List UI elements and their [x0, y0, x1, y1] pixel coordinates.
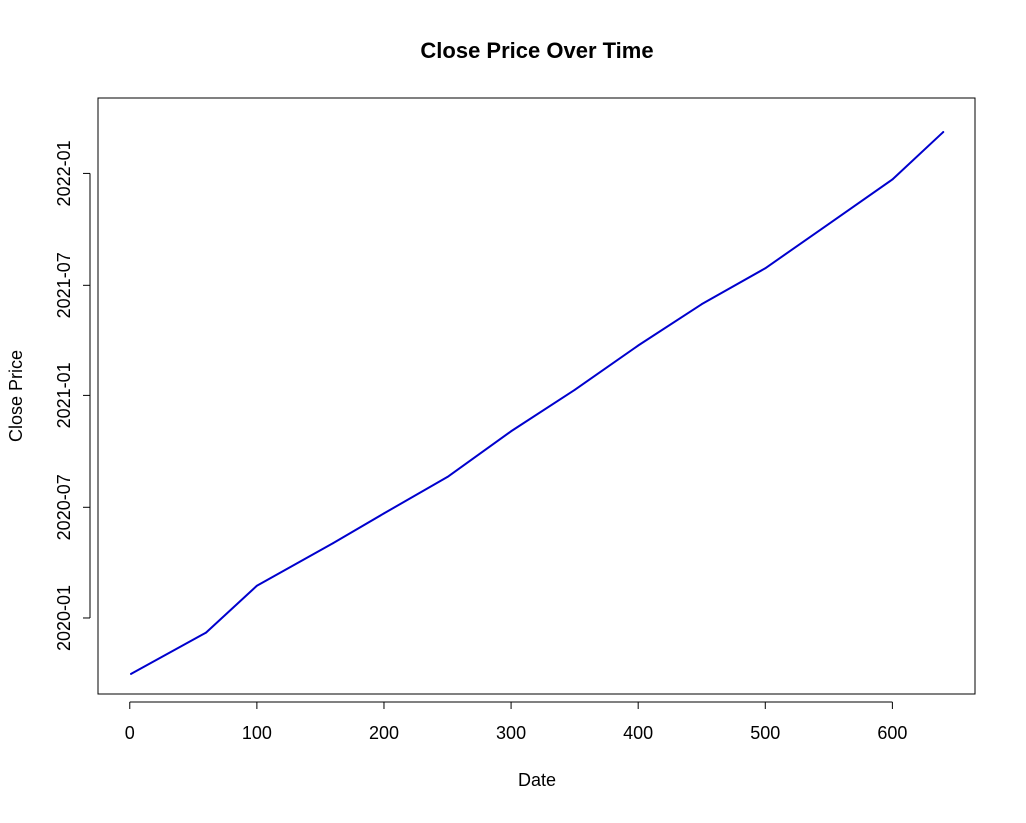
plot-frame — [97, 97, 976, 695]
chart-title: Close Price Over Time — [420, 38, 653, 63]
series-line-0 — [130, 131, 945, 675]
data-point — [827, 222, 830, 225]
data-point — [510, 430, 512, 433]
x-tick-label: 200 — [369, 723, 399, 743]
x-axis-label: Date — [518, 770, 556, 790]
data-point — [332, 542, 335, 545]
y-tick-label: 2021-01 — [54, 362, 74, 428]
y-tick-label: 2020-07 — [54, 474, 74, 540]
x-tick-label: 500 — [750, 723, 780, 743]
series-layer — [130, 131, 945, 675]
y-tick-label: 2021-07 — [54, 252, 74, 318]
y-axis-label: Close Price — [6, 350, 26, 442]
data-point — [764, 267, 767, 270]
data-point — [255, 584, 258, 587]
data-point — [942, 131, 945, 133]
x-axis: 0 100 200 300 400 500 600 — [125, 701, 907, 743]
y-axis: 2020-01 2020-07 2021-01 2021-07 2022-01 — [54, 140, 91, 651]
y-tick-label: 2022-01 — [54, 140, 74, 206]
x-tick-label: 300 — [496, 723, 526, 743]
data-point — [383, 512, 385, 515]
x-tick-label: 400 — [623, 723, 653, 743]
data-point — [573, 389, 576, 391]
x-tick-label: 600 — [877, 723, 907, 743]
x-tick-label: 100 — [242, 723, 272, 743]
y-tick-label: 2020-01 — [54, 585, 74, 651]
data-point — [891, 178, 894, 181]
data-point — [637, 344, 640, 347]
data-point — [130, 673, 132, 675]
data-point — [700, 303, 703, 306]
x-tick-label: 0 — [125, 723, 135, 743]
data-point — [205, 631, 207, 634]
data-point — [446, 475, 449, 478]
